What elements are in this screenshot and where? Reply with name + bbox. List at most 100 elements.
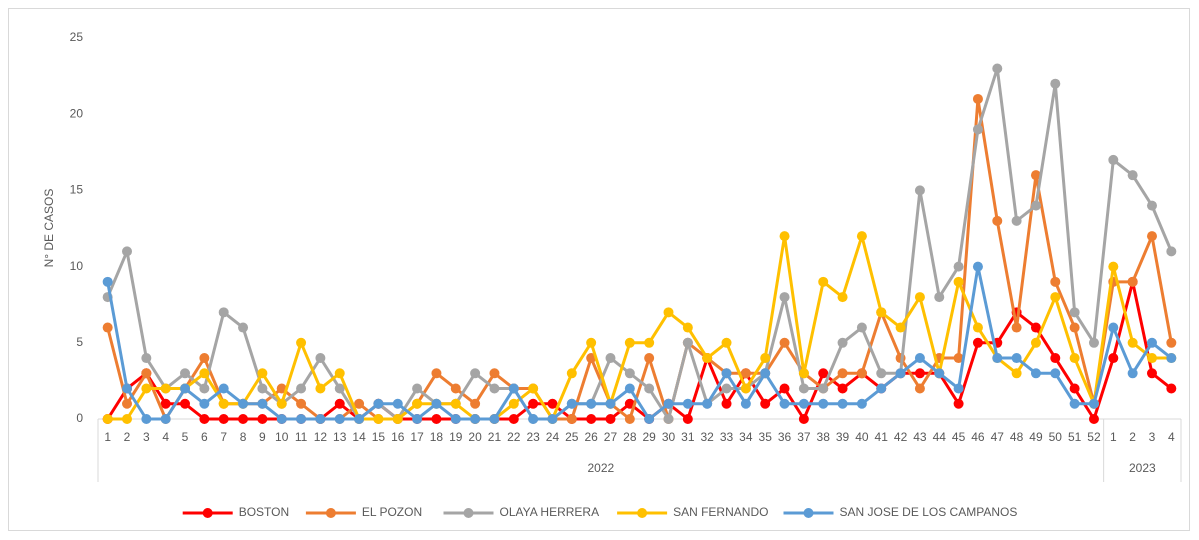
x-tick-label: 42	[894, 430, 908, 444]
x-tick-label: 5	[182, 430, 189, 444]
point	[431, 368, 442, 379]
point	[1166, 337, 1177, 348]
point	[566, 414, 577, 424]
point	[740, 368, 751, 379]
x-tick-label: 7	[220, 430, 227, 444]
point	[1127, 337, 1138, 348]
point	[1108, 154, 1119, 165]
point	[296, 383, 307, 394]
x-tick-label: 48	[1010, 430, 1024, 444]
point	[953, 261, 964, 272]
point	[721, 383, 732, 394]
x-tick-label: 52	[1087, 430, 1101, 444]
y-tick-label: 25	[70, 30, 84, 44]
y-tick-label: 15	[70, 183, 84, 197]
point	[1050, 368, 1061, 379]
point	[180, 368, 191, 379]
point	[334, 368, 345, 379]
point	[876, 383, 887, 394]
x-tick-label: 40	[855, 430, 869, 444]
point	[1146, 231, 1157, 242]
point	[450, 414, 461, 424]
x-tick-label: 47	[991, 430, 1005, 444]
point	[779, 337, 790, 348]
point	[528, 414, 539, 424]
point	[1050, 292, 1061, 303]
point	[934, 292, 945, 303]
point	[876, 307, 887, 318]
point	[276, 398, 287, 409]
x-tick-label: 50	[1049, 430, 1063, 444]
point	[1069, 307, 1080, 318]
point	[141, 368, 152, 379]
point	[779, 292, 790, 303]
point	[489, 368, 500, 379]
point	[1069, 353, 1080, 364]
point	[257, 414, 268, 424]
x-tick-label: 36	[778, 430, 792, 444]
legend-marker	[803, 508, 814, 518]
point	[508, 383, 519, 394]
x-tick-label: 16	[391, 430, 405, 444]
point	[914, 353, 925, 364]
point	[779, 231, 790, 242]
point	[953, 383, 964, 394]
x-tick-label: 46	[971, 430, 985, 444]
x-tick-label: 33	[720, 430, 734, 444]
point	[721, 337, 732, 348]
point	[1108, 353, 1119, 364]
point	[605, 398, 616, 409]
point	[257, 398, 268, 409]
point	[1088, 337, 1099, 348]
point	[1166, 353, 1177, 364]
x-tick-label: 2	[1129, 430, 1136, 444]
point	[586, 398, 597, 409]
point	[663, 398, 674, 409]
point	[354, 414, 365, 424]
point	[392, 398, 403, 409]
point	[779, 398, 790, 409]
x-tick-label: 3	[1149, 430, 1156, 444]
x-tick-label: 3	[143, 430, 150, 444]
point	[798, 414, 809, 424]
point	[1030, 368, 1041, 379]
x-tick-label: 26	[584, 430, 598, 444]
point	[238, 398, 249, 409]
point	[1088, 414, 1099, 424]
point	[1146, 200, 1157, 211]
point	[315, 383, 326, 394]
point	[180, 398, 191, 409]
point	[972, 93, 983, 104]
point	[334, 398, 345, 409]
point	[1030, 322, 1041, 333]
point	[586, 414, 597, 424]
point	[160, 398, 171, 409]
point	[392, 414, 403, 424]
point	[663, 414, 674, 424]
point	[276, 414, 287, 424]
point	[1030, 170, 1041, 181]
point	[914, 383, 925, 394]
point	[856, 398, 867, 409]
point	[160, 414, 171, 424]
point	[218, 383, 229, 394]
point	[566, 368, 577, 379]
chart-frame	[8, 8, 1190, 531]
x-tick-label: 37	[797, 430, 811, 444]
x-tick-label: 4	[1168, 430, 1175, 444]
legend-label: EL POZON	[362, 505, 422, 519]
point	[972, 124, 983, 135]
x-tick-label: 28	[623, 430, 637, 444]
point	[914, 368, 925, 379]
point	[334, 383, 345, 394]
x-tick-label: 51	[1068, 430, 1082, 444]
point	[624, 414, 635, 424]
point	[508, 414, 519, 424]
point	[1030, 337, 1041, 348]
point	[856, 231, 867, 242]
x-tick-label: 31	[681, 430, 695, 444]
point	[218, 307, 229, 318]
point	[470, 368, 481, 379]
series-line	[107, 234, 1172, 421]
point	[1127, 170, 1138, 181]
